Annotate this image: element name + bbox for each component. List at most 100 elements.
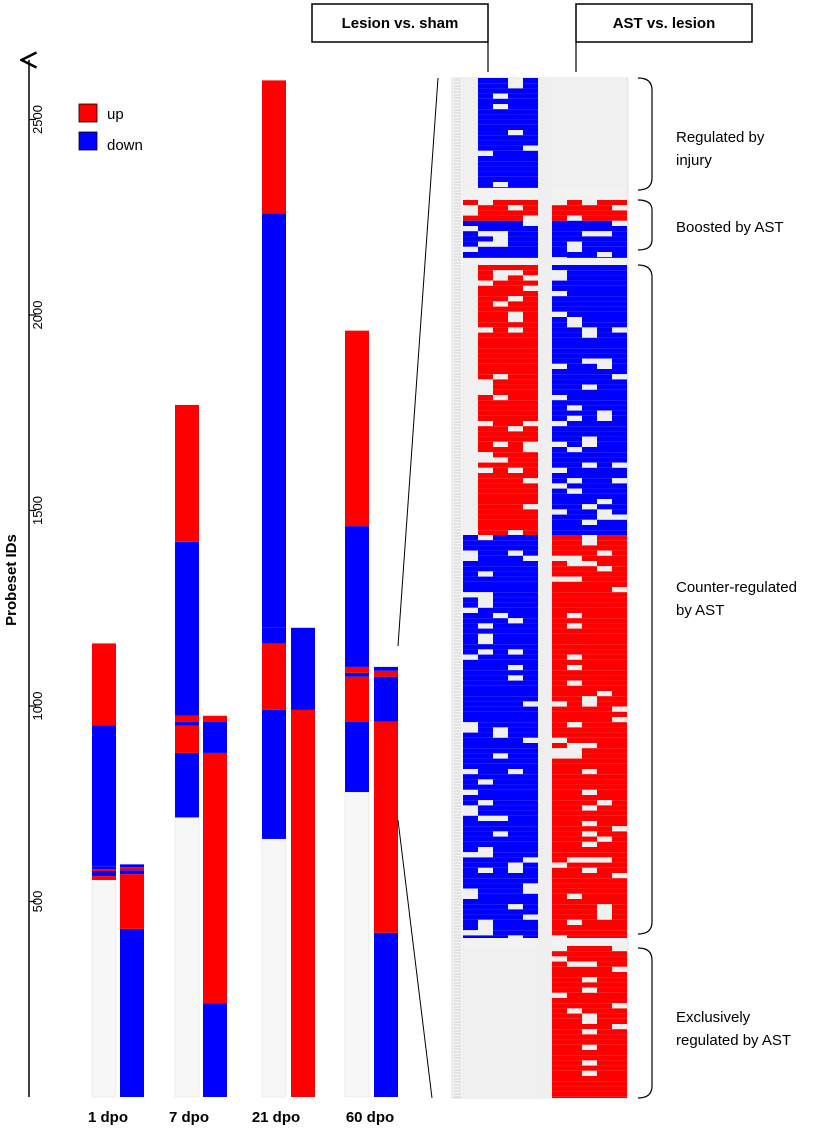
heatmap-cell [597, 597, 612, 603]
heatmap-cell [567, 904, 582, 910]
heatmap-cell [567, 161, 582, 167]
heatmap-cell [493, 691, 508, 697]
heatmap-cell [478, 966, 493, 972]
heatmap-cell [463, 145, 478, 151]
heatmap-cell [508, 478, 523, 484]
heatmap-cell [493, 210, 508, 216]
heatmap-cell [478, 311, 493, 317]
heatmap-cell [567, 899, 582, 905]
heatmap-cell [493, 78, 508, 84]
heatmap-cell [463, 441, 478, 447]
heatmap-cell [478, 1008, 493, 1014]
heatmap-cell [478, 374, 493, 380]
heatmap-cell [478, 743, 493, 749]
heatmap-cell [478, 78, 493, 84]
heatmap-cell [478, 130, 493, 136]
heatmap-cell [582, 369, 597, 375]
heatmap-cell [478, 862, 493, 868]
heatmap-cell [567, 78, 582, 84]
bar-segment-up [262, 643, 286, 710]
heatmap-cell [597, 384, 612, 390]
heatmap-cell [597, 826, 612, 832]
heatmap-cell [523, 732, 538, 738]
heatmap-cell [523, 1065, 538, 1071]
heatmap-cell [523, 104, 538, 110]
heatmap-cell [582, 774, 597, 780]
heatmap-cell [552, 753, 567, 759]
heatmap-cell [552, 696, 567, 702]
heatmap-cell [478, 654, 493, 660]
heatmap-cell [493, 322, 508, 328]
heatmap-cell [478, 509, 493, 515]
heatmap-cell [508, 836, 523, 842]
heatmap-cell [523, 348, 538, 354]
heatmap-cell [493, 982, 508, 988]
heatmap-cell [552, 628, 567, 634]
heatmap-cell [463, 998, 478, 1004]
heatmap-cell [523, 421, 538, 427]
heatmap-cell [552, 509, 567, 515]
heatmap-cell [552, 581, 567, 587]
heatmap-cell [478, 220, 493, 226]
heatmap-cell [523, 654, 538, 660]
heatmap-cell [612, 452, 627, 458]
heatmap-cell [582, 150, 597, 156]
heatmap-cell [552, 369, 567, 375]
heatmap-cell [552, 805, 567, 811]
heatmap-cell [612, 550, 627, 556]
heatmap-cell [567, 1003, 582, 1009]
heatmap-cell [493, 226, 508, 232]
heatmap-cell [508, 649, 523, 655]
heatmap-cell [582, 270, 597, 276]
heatmap-cell [508, 332, 523, 338]
heatmap-cell [478, 156, 493, 162]
heatmap-cell [493, 301, 508, 307]
heatmap-cell [493, 306, 508, 312]
heatmap-cell [612, 644, 627, 650]
heatmap-cell [523, 1018, 538, 1024]
heatmap-cell [597, 353, 612, 359]
heatmap-cell [612, 784, 627, 790]
heatmap-cell [552, 779, 567, 785]
heatmap-cell [597, 535, 612, 541]
heatmap-cell [523, 1060, 538, 1066]
heatmap-cell [523, 317, 538, 323]
heatmap-cell [612, 1081, 627, 1087]
heatmap-cell [523, 670, 538, 676]
heatmap-cell [493, 821, 508, 827]
heatmap-cell [552, 613, 567, 619]
heatmap-cell [597, 156, 612, 162]
heatmap-cell [493, 748, 508, 754]
heatmap-cell [493, 426, 508, 432]
heatmap-cell [567, 265, 582, 271]
heatmap-cell [597, 210, 612, 216]
heatmap-cell [463, 972, 478, 978]
heatmap-cell [567, 659, 582, 665]
heatmap-cell [508, 618, 523, 624]
heatmap-cell [523, 956, 538, 962]
heatmap-cell [582, 93, 597, 99]
heatmap-cell [478, 758, 493, 764]
heatmap-cell [463, 509, 478, 515]
heatmap-cell [463, 478, 478, 484]
heatmap-cell [508, 109, 523, 115]
heatmap-cell [597, 685, 612, 691]
heatmap-cell [463, 961, 478, 967]
heatmap-cell [582, 748, 597, 754]
heatmap-cell [478, 493, 493, 499]
heatmap-cell [523, 659, 538, 665]
heatmap-cell [508, 867, 523, 873]
heatmap-cell [552, 270, 567, 276]
heatmap-cell [463, 1013, 478, 1019]
heatmap-cell [478, 436, 493, 442]
heatmap-cell [478, 784, 493, 790]
heatmap-cell [463, 265, 478, 271]
heatmap-cell [567, 815, 582, 821]
heatmap-cell [612, 628, 627, 634]
heatmap-cell [508, 337, 523, 343]
heatmap-cell [493, 488, 508, 494]
heatmap-cell [552, 327, 567, 333]
heatmap-cell [478, 930, 493, 936]
heatmap-cell [582, 665, 597, 671]
heatmap-cell [552, 311, 567, 317]
